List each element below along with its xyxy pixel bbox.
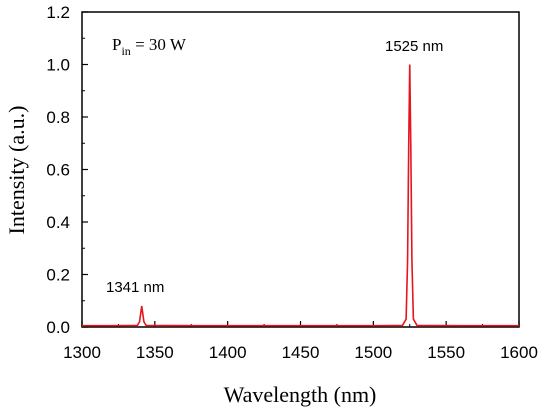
x-tick-label: 1400 bbox=[209, 343, 247, 362]
y-axis-title: Intensity (a.u.) bbox=[4, 106, 29, 235]
y-tick-label: 0.2 bbox=[46, 266, 70, 285]
annotation-1341: 1341 nm bbox=[106, 279, 164, 296]
y-tick-labels: 0.0 0.2 0.4 0.6 0.8 1.0 1.2 bbox=[46, 3, 70, 337]
x-tick-labels: 1300 1350 1400 1450 1500 1550 1600 bbox=[63, 343, 538, 362]
y-tick-label: 0.4 bbox=[46, 213, 70, 232]
pin-label-sub: in bbox=[121, 44, 130, 58]
annotation-1525: 1525 nm bbox=[385, 38, 443, 55]
y-tick-label: 0.0 bbox=[46, 318, 70, 337]
x-tick-label: 1350 bbox=[136, 343, 174, 362]
pin-label: Pin = 30 W bbox=[112, 35, 187, 58]
spectrum-line bbox=[82, 64, 519, 327]
x-tick-label: 1600 bbox=[500, 343, 538, 362]
pin-label-rest: = 30 W bbox=[131, 35, 187, 54]
y-tick-label: 1.2 bbox=[46, 3, 70, 22]
x-tick-label: 1550 bbox=[427, 343, 465, 362]
pin-label-main: P bbox=[112, 35, 121, 54]
y-tick-label: 0.8 bbox=[46, 108, 70, 127]
x-tick-label: 1450 bbox=[282, 343, 320, 362]
x-tick-label: 1300 bbox=[63, 343, 101, 362]
y-tick-label: 1.0 bbox=[46, 56, 70, 75]
y-tick-label: 0.6 bbox=[46, 161, 70, 180]
x-axis-title: Wavelength (nm) bbox=[224, 382, 377, 407]
x-tick-label: 1500 bbox=[354, 343, 392, 362]
